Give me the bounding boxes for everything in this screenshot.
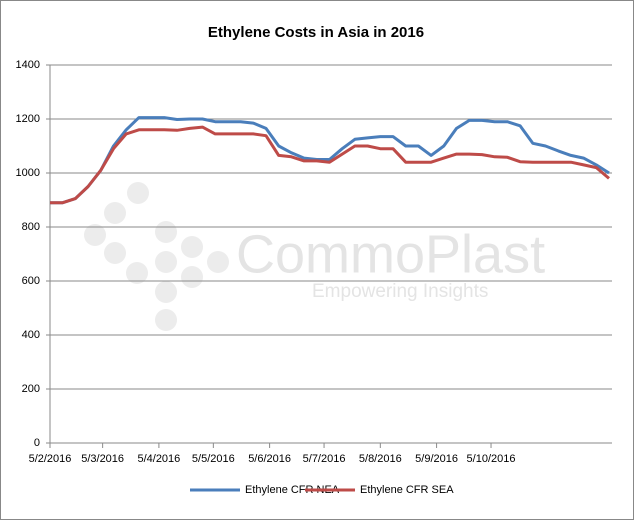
- x-tick-label: 5/7/2016: [303, 453, 346, 465]
- y-tick-label: 200: [22, 383, 40, 395]
- chart-title: Ethylene Costs in Asia in 2016: [208, 24, 424, 41]
- y-tick-label: 1200: [16, 113, 40, 125]
- x-tick-label: 5/8/2016: [359, 453, 402, 465]
- x-tick-label: 5/4/2016: [137, 453, 180, 465]
- x-tick-label: 5/5/2016: [192, 453, 235, 465]
- x-tick-label: 5/10/2016: [467, 453, 516, 465]
- series-line: [50, 116, 610, 205]
- x-tick-label: 5/6/2016: [248, 453, 291, 465]
- legend-label: Ethylene CFR SEA: [360, 484, 454, 496]
- y-tick-label: 400: [22, 329, 40, 341]
- watermark-tagline: Empowering Insights: [312, 281, 488, 302]
- series-line: [50, 125, 610, 205]
- y-tick-label: 600: [22, 275, 40, 287]
- legend-label: Ethylene CFR NEA: [245, 484, 340, 496]
- x-tick-label: 5/3/2016: [81, 453, 124, 465]
- y-tick-label: 0: [34, 437, 40, 449]
- watermark: CommoPlast: [236, 224, 545, 284]
- y-tick-label: 800: [22, 221, 40, 233]
- x-tick-label: 5/2/2016: [29, 453, 72, 465]
- y-tick-label: 1000: [16, 167, 40, 179]
- y-tick-label: 1400: [16, 59, 40, 71]
- x-tick-label: 5/9/2016: [415, 453, 458, 465]
